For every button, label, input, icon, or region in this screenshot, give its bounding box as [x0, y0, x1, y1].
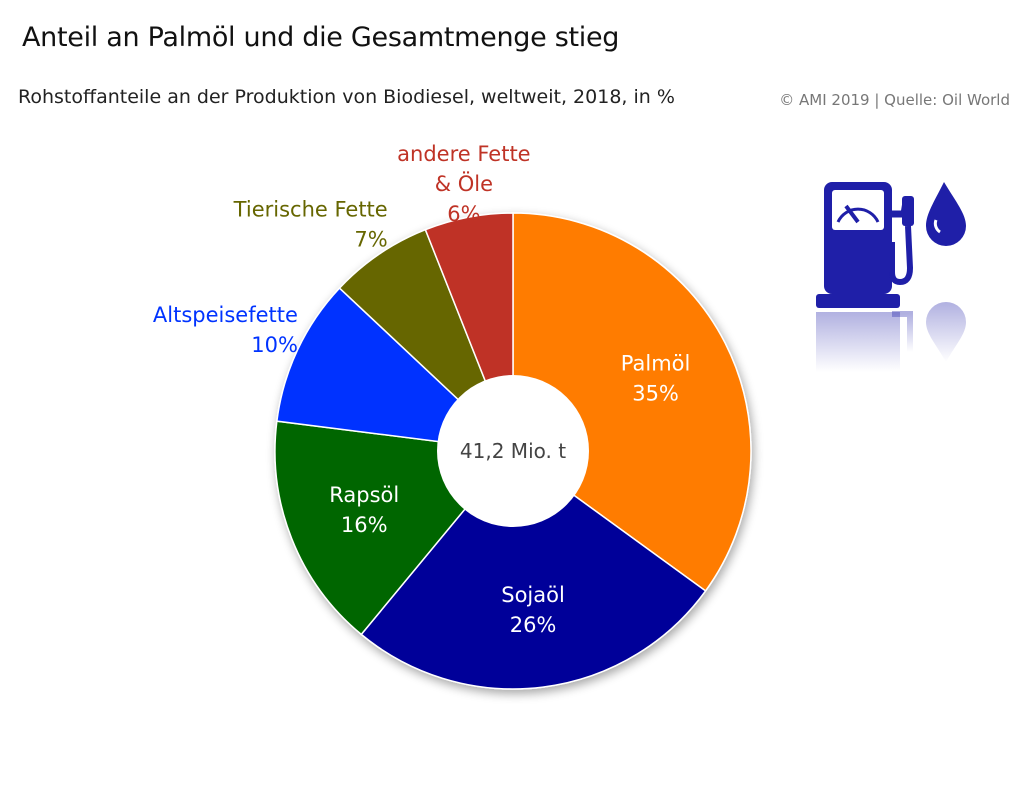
fuel-pump-icon — [816, 182, 966, 372]
slice-value-label: 6% — [447, 202, 480, 226]
slice-category-label: Palmöl — [621, 352, 691, 376]
slice-value-label: 16% — [341, 513, 388, 537]
labels-layer: Palmöl 35% Sojaöl 26% Rapsöl 16% Altspeisefett… — [153, 142, 690, 637]
slices-layer — [274, 212, 752, 690]
source-note: © AMI 2019 | Quelle: Oil World — [779, 91, 1010, 109]
slice-category-label: Altspeisefette — [153, 303, 298, 327]
slice-palmöl — [512, 212, 752, 592]
chart-title: Anteil an Palmöl und die Gesamtmenge sti… — [22, 22, 620, 53]
slice-category-label: Sojaöl — [501, 583, 565, 607]
slice-value-label: 7% — [354, 228, 387, 252]
slice-value-label: 10% — [251, 333, 298, 357]
slice-category-label: andere Fette — [397, 142, 530, 166]
fuel-drop-icon — [926, 182, 966, 246]
slice-value-label: 35% — [632, 382, 679, 406]
donut-hole — [437, 375, 589, 527]
slice-category-label: Tierische Fette — [233, 198, 388, 222]
slice-sojaöl — [360, 449, 707, 690]
chart-subtitle: Rohstoffanteile an der Produktion von Bi… — [18, 86, 675, 108]
center-label: 41,2 Mio. t — [460, 439, 566, 463]
slice-category-label: & Öle — [435, 171, 493, 196]
slice-category-label: Rapsöl — [329, 483, 399, 507]
slice-value-label: 26% — [510, 613, 557, 637]
